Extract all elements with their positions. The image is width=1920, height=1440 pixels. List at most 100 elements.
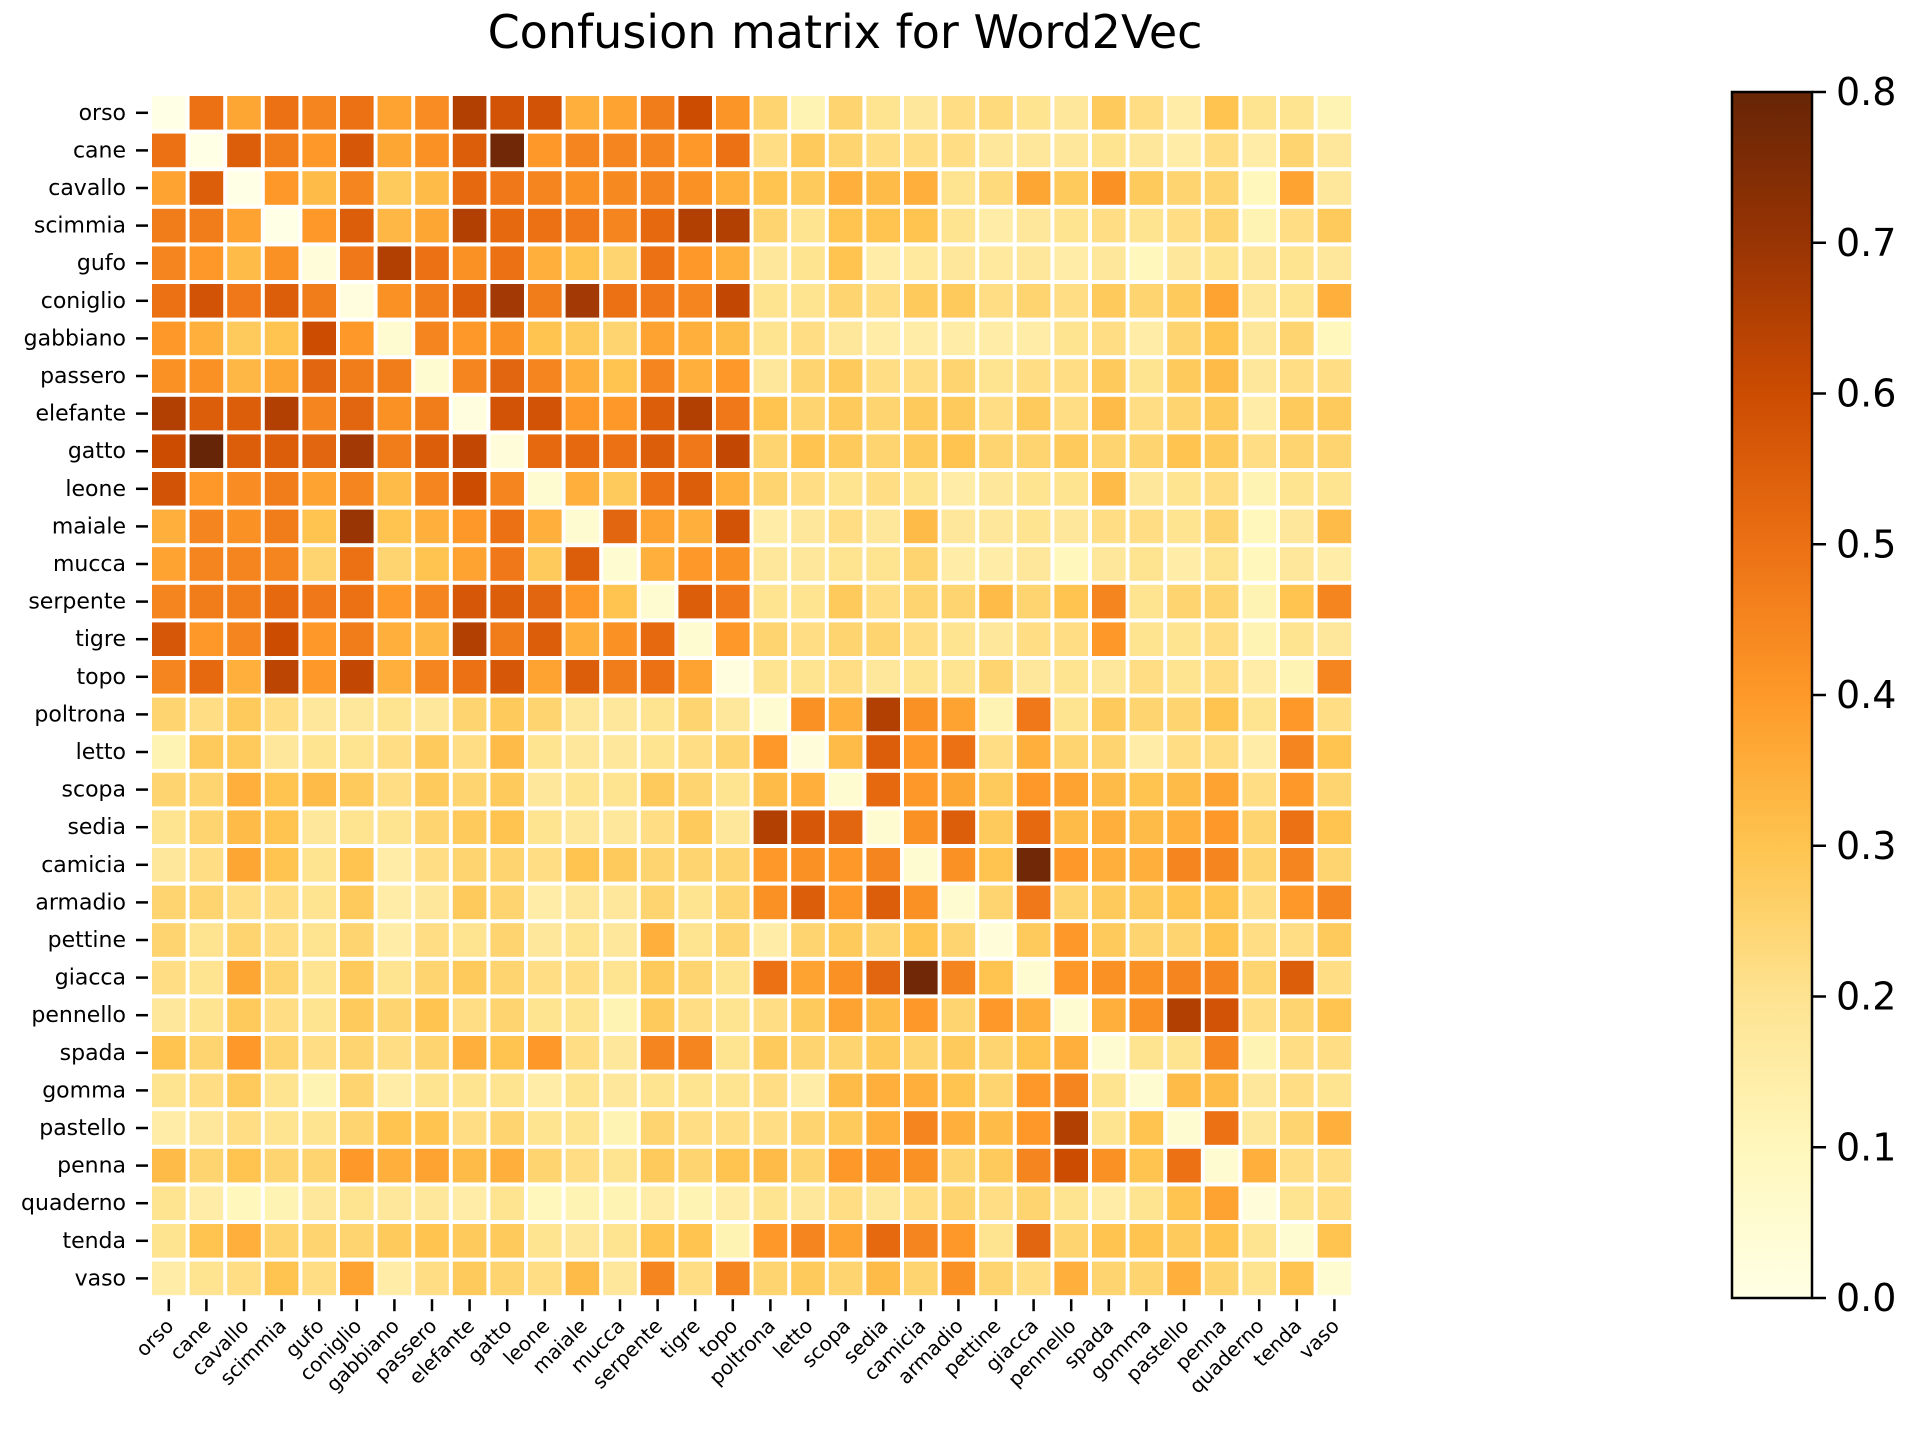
cell-maiale-cane: [189, 509, 224, 544]
cell-cane-pastello: [1167, 133, 1201, 168]
cell-sedia-tenda: [1280, 810, 1314, 844]
cell-topo-camicia: [904, 660, 938, 694]
cell-camicia-tigre: [678, 848, 712, 882]
cell-pettine-leone: [528, 923, 562, 957]
cell-sedia-gufo: [302, 810, 336, 844]
cell-pettine-scimmia: [264, 923, 299, 957]
cell-gabbiano-coniglio: [340, 321, 374, 356]
cell-serpente-letto: [791, 584, 825, 619]
cell-pettine-letto: [791, 923, 825, 957]
cell-pettine-pettine: [979, 923, 1013, 957]
cell-maiale-gufo: [302, 509, 336, 544]
cell-pettine-armadio: [941, 923, 976, 957]
cell-scimmia-pastello: [1167, 208, 1201, 243]
cell-pennello-armadio: [941, 998, 976, 1032]
cell-maiale-coniglio: [340, 509, 374, 544]
cell-coniglio-coniglio: [340, 284, 374, 318]
cell-gatto-camicia: [904, 434, 938, 468]
cell-coniglio-poltrona: [753, 284, 788, 318]
cell-penna-mucca: [603, 1148, 637, 1183]
cell-giacca-cavallo: [227, 960, 261, 995]
cell-cavallo-mucca: [603, 171, 637, 205]
colorbar-tick-label: 0.7: [1836, 221, 1896, 265]
cell-tigre-pennello: [1054, 622, 1088, 656]
cell-leone-cavallo: [227, 472, 261, 506]
cell-spada-pennello: [1054, 1036, 1088, 1070]
cell-pennello-mucca: [603, 998, 637, 1032]
cell-pettine-gufo: [302, 923, 336, 957]
cell-pettine-coniglio: [340, 923, 374, 957]
cell-pastello-gabbiano: [377, 1111, 412, 1145]
cell-gomma-tigre: [678, 1073, 712, 1108]
cell-maiale-armadio: [941, 509, 976, 544]
cell-letto-serpente: [640, 735, 675, 769]
cell-passero-maiale: [565, 359, 600, 393]
cell-maiale-gomma: [1129, 509, 1164, 544]
cell-maiale-passero: [415, 509, 449, 544]
cell-leone-scopa: [828, 472, 863, 506]
cell-vaso-sedia: [866, 1261, 900, 1296]
cell-mucca-gatto: [490, 547, 524, 581]
cell-spada-poltrona: [753, 1036, 788, 1070]
cell-armadio-coniglio: [340, 885, 374, 920]
cell-mucca-quaderno: [1242, 547, 1276, 581]
cell-gabbiano-sedia: [866, 321, 900, 356]
cell-penna-sedia: [866, 1148, 900, 1183]
cell-elefante-coniglio: [340, 396, 374, 431]
row-label-serpente: serpente: [28, 590, 126, 615]
cell-maiale-gabbiano: [377, 509, 412, 544]
colorbar-tick-label: 0.5: [1836, 522, 1896, 566]
cell-poltrona-quaderno: [1242, 697, 1276, 732]
cell-coniglio-maiale: [565, 284, 600, 318]
cell-pastello-armadio: [941, 1111, 976, 1145]
cell-mucca-orso: [152, 547, 186, 581]
cell-serpente-cavallo: [227, 584, 261, 619]
cell-camicia-topo: [716, 848, 750, 882]
cell-letto-pastello: [1167, 735, 1201, 769]
cell-vaso-topo: [716, 1261, 750, 1296]
cell-orso-pastello: [1167, 96, 1201, 130]
cell-pettine-serpente: [640, 923, 675, 957]
cell-cane-leone: [528, 133, 562, 168]
cell-scimmia-tenda: [1280, 208, 1314, 243]
cell-penna-penna: [1204, 1148, 1239, 1183]
cell-mucca-armadio: [941, 547, 976, 581]
cell-penna-leone: [528, 1148, 562, 1183]
cell-passero-penna: [1204, 359, 1239, 393]
cell-armadio-passero: [415, 885, 449, 920]
cell-cane-mucca: [603, 133, 637, 168]
cell-pastello-passero: [415, 1111, 449, 1145]
cell-gabbiano-orso: [152, 321, 186, 356]
cell-scopa-gabbiano: [377, 772, 412, 807]
row-label-quaderno: quaderno: [21, 1191, 126, 1216]
cell-topo-gufo: [302, 660, 336, 694]
cell-poltrona-pettine: [979, 697, 1013, 732]
cell-topo-penna: [1204, 660, 1239, 694]
cell-armadio-gomma: [1129, 885, 1164, 920]
cell-gomma-scopa: [828, 1073, 863, 1108]
cell-pettine-maiale: [565, 923, 600, 957]
cell-leone-letto: [791, 472, 825, 506]
cell-armadio-gatto: [490, 885, 524, 920]
cell-letto-camicia: [904, 735, 938, 769]
cell-camicia-passero: [415, 848, 449, 882]
cell-penna-pastello: [1167, 1148, 1201, 1183]
cell-serpente-tenda: [1280, 584, 1314, 619]
cell-pennello-quaderno: [1242, 998, 1276, 1032]
cell-pennello-sedia: [866, 998, 900, 1032]
cell-topo-leone: [528, 660, 562, 694]
cell-letto-vaso: [1317, 735, 1352, 769]
cell-scimmia-spada: [1092, 208, 1126, 243]
cell-elefante-scopa: [828, 396, 863, 431]
cell-mucca-gomma: [1129, 547, 1164, 581]
cell-gomma-coniglio: [340, 1073, 374, 1108]
col-label-tigre: tigre: [655, 1314, 705, 1364]
cell-scopa-armadio: [941, 772, 976, 807]
cell-mucca-gabbiano: [377, 547, 412, 581]
cell-maiale-letto: [791, 509, 825, 544]
cell-tenda-giacca: [1016, 1224, 1051, 1258]
cell-orso-gatto: [490, 96, 524, 130]
cell-camicia-vaso: [1317, 848, 1352, 882]
cell-cane-pettine: [979, 133, 1013, 168]
cell-gomma-serpente: [640, 1073, 675, 1108]
